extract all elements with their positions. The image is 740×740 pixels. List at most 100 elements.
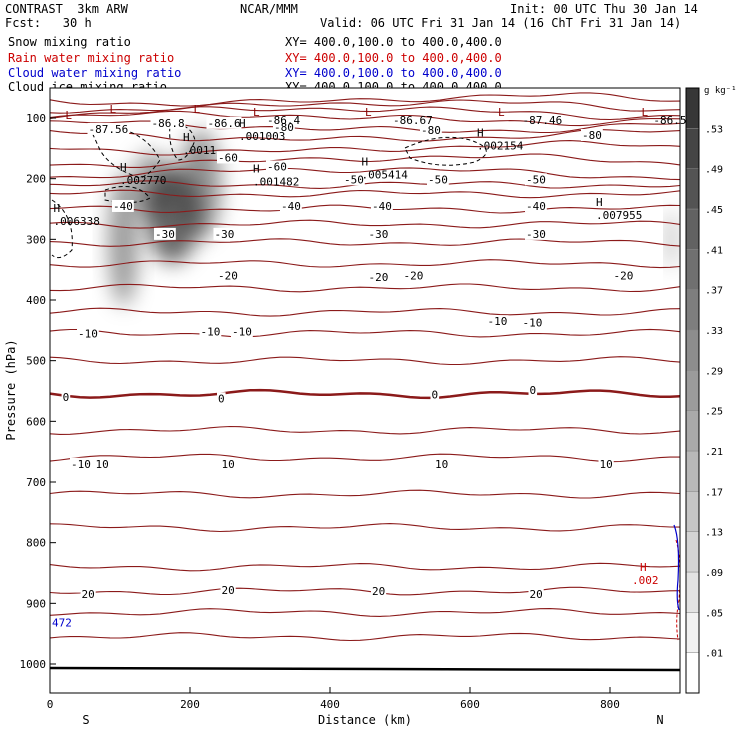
isotherm-line bbox=[49, 106, 681, 121]
isotherm-line bbox=[49, 562, 681, 572]
low-value-label: -86.5 bbox=[653, 114, 686, 127]
axes: 0 200 400 600 800100200300400500600700800900… bbox=[20, 112, 620, 711]
colorbar-segment bbox=[685, 370, 700, 411]
field-name-rain: Rain water mixing ratio bbox=[8, 51, 175, 65]
rain-high-marker: H bbox=[640, 561, 647, 574]
init-label: Init: 00 UTC Thu 30 Jan 14 bbox=[510, 2, 698, 16]
contour-label: -86.8 bbox=[152, 117, 185, 130]
contour-labels: -87.56 -86.8 -86.6 -80 -80 -80 -60 -60 -50 -50 -50… bbox=[52, 103, 687, 629]
low-marker: L bbox=[194, 103, 201, 116]
contour-label: -30 bbox=[526, 228, 546, 241]
contour-label: 0 bbox=[218, 392, 225, 405]
contour-label: -10 bbox=[232, 326, 252, 339]
contour-label: -80 bbox=[582, 129, 602, 142]
project-label: CONTRAST 3km ARW bbox=[5, 2, 128, 16]
isotherm-line bbox=[49, 219, 681, 229]
contour-label-bg bbox=[528, 383, 538, 396]
low-marker: L bbox=[365, 106, 372, 119]
colorbar-segment bbox=[685, 128, 700, 169]
contour-label: 10 bbox=[222, 458, 235, 471]
y-tick-label: 200 bbox=[26, 173, 46, 186]
colorbar: .01 .05 .09 .13 .17 .21 .25 .29 .33 .37 .41 .45 .49.… bbox=[685, 87, 723, 694]
contour-label-bg bbox=[213, 227, 236, 240]
isotherm-line bbox=[49, 110, 681, 127]
contour-label: -10 bbox=[71, 458, 91, 471]
colorbar-tick-label: .25 bbox=[705, 407, 723, 418]
low-marker: L bbox=[642, 106, 649, 119]
field-name-cloud-water: Cloud water mixing ratio bbox=[8, 66, 182, 80]
rain-value-label: .002 bbox=[632, 574, 659, 587]
low-value-label: -86.67 bbox=[393, 114, 433, 127]
colorbar-tick-label: .01 bbox=[705, 649, 723, 660]
contour-label: 20 bbox=[82, 588, 95, 601]
contour-label: -20 bbox=[218, 270, 238, 283]
isotherm-line bbox=[49, 259, 681, 269]
contour-label-bg bbox=[94, 457, 110, 470]
high-marker: H bbox=[54, 202, 61, 215]
contour-label-bg bbox=[367, 270, 390, 283]
cloud-ice-contour bbox=[51, 199, 73, 259]
isotherm-line bbox=[49, 489, 681, 499]
x-tick-label: 0 bbox=[47, 698, 54, 711]
isotherm-contours bbox=[49, 92, 681, 642]
contour-label-bg bbox=[420, 124, 442, 137]
high-marker: H bbox=[596, 196, 603, 209]
isotherm-line bbox=[49, 140, 681, 156]
contour-label: -10 bbox=[78, 327, 98, 340]
contour-label: -30 bbox=[215, 228, 235, 241]
north-label: N bbox=[656, 713, 663, 727]
isotherm-line bbox=[49, 99, 681, 114]
x-tick-label: 800 bbox=[600, 698, 620, 711]
snow-blob bbox=[179, 130, 222, 240]
high-value-label: .002154 bbox=[477, 139, 524, 152]
terrain-line bbox=[49, 666, 681, 672]
y-tick-label: 100 bbox=[26, 112, 46, 125]
colorbar-frame bbox=[685, 87, 700, 694]
contour-label-bg bbox=[217, 269, 239, 282]
contour-label-bg bbox=[525, 199, 547, 212]
contour-label-bg bbox=[280, 199, 302, 212]
contour-label-bg bbox=[154, 227, 176, 240]
contour-label: 20 bbox=[372, 585, 385, 598]
contour-label: -50 bbox=[344, 173, 364, 186]
contour-label-bg bbox=[61, 391, 71, 404]
rain-contour bbox=[675, 539, 681, 641]
contour-label: 10 bbox=[96, 458, 109, 471]
colorbar-segment bbox=[685, 329, 700, 371]
colorbar-tick-label: .41 bbox=[705, 245, 723, 256]
contour-label: -40 bbox=[281, 200, 301, 213]
contour-label-bg bbox=[217, 392, 226, 405]
colorbar-tick-label: .53 bbox=[705, 124, 723, 135]
x-axis-label: Distance (km) bbox=[318, 713, 412, 727]
colorbar-tick-label: .21 bbox=[705, 447, 723, 458]
isotherm-line bbox=[49, 453, 680, 463]
contour-label: -80 bbox=[274, 121, 294, 134]
contour-label: -40 bbox=[372, 200, 392, 213]
colorbar-tick-label: .05 bbox=[705, 608, 723, 619]
colorbar-segment bbox=[685, 208, 700, 250]
isotherm-line bbox=[49, 632, 681, 642]
contour-label-bg bbox=[486, 315, 509, 328]
contour-label-bg bbox=[150, 116, 186, 129]
low-marker: L bbox=[253, 106, 260, 119]
colorbar-segment bbox=[685, 87, 700, 129]
contour-label-bg bbox=[612, 269, 635, 282]
contour-label: -87.56 bbox=[89, 123, 129, 136]
isotherm-line bbox=[49, 283, 681, 293]
low-marker: L bbox=[65, 109, 72, 122]
contour-label: 20 bbox=[222, 584, 235, 597]
y-tick-label: 1000 bbox=[20, 658, 47, 671]
contour-label-bg bbox=[430, 388, 440, 401]
contour-label-bg bbox=[77, 327, 99, 340]
low-marker: L bbox=[110, 103, 117, 116]
contour-label-bg bbox=[598, 457, 614, 470]
contour-label-bg bbox=[220, 583, 236, 596]
contour-label-bg bbox=[427, 173, 449, 186]
cloud-water-value-label: 472 bbox=[52, 616, 72, 629]
colorbar-segment bbox=[685, 491, 700, 532]
isotherm-line bbox=[49, 328, 681, 338]
isotherm-line bbox=[49, 356, 681, 366]
y-tick-label: 300 bbox=[26, 233, 46, 246]
y-tick-label: 500 bbox=[26, 355, 46, 368]
colorbar-tick-label: .45 bbox=[705, 205, 723, 216]
